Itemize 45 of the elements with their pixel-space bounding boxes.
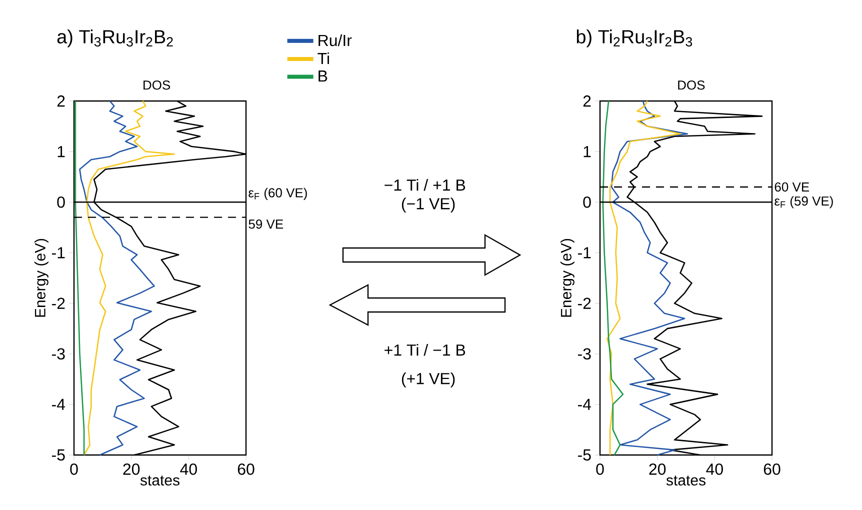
y-axis-title: Energy (eV) <box>560 238 574 317</box>
line-series <box>79 100 155 456</box>
x-tick-label: 60 <box>238 464 254 475</box>
y-tick-label: 1 <box>58 146 65 158</box>
x-tick-label: 20 <box>123 464 140 475</box>
y-tick-label: -4 <box>578 398 592 410</box>
chart-title: b) Ti$_{2}$Ru$_{3}$Ir$_{2}$B$_{3}$ <box>576 30 692 48</box>
y-tick-label: -3 <box>578 348 591 360</box>
x-tick-label: 20 <box>649 464 666 475</box>
x-tick-label: 0 <box>70 464 78 475</box>
chart-subtitle: DOS <box>144 80 170 90</box>
y-tick-label: -1 <box>578 247 591 258</box>
y-tick-label: -2 <box>52 298 65 309</box>
legend-label: Ru/Ir <box>318 34 352 46</box>
x-tick-label: 0 <box>596 464 604 475</box>
y-tick-label: 0 <box>583 196 591 208</box>
chart-title: a) Ti$_{3}$Ru$_{3}$Ir$_{2}$B$_{2}$ <box>57 30 173 48</box>
y-tick-label: 2 <box>583 95 591 107</box>
ref-line-label: ε$_{F}$ (60 VE) <box>248 188 307 200</box>
y-tick-label: 2 <box>57 95 65 107</box>
ref-line-label: 60 VE <box>774 182 810 192</box>
y-tick-label: -2 <box>578 298 591 309</box>
y-tick-label: 1 <box>584 146 591 158</box>
y-tick-label: -3 <box>52 348 65 360</box>
line-series <box>602 100 624 456</box>
y-tick-label: -5 <box>52 449 65 461</box>
ref-line-label: 59 VE <box>248 220 284 229</box>
legend-label: Ti <box>318 52 329 64</box>
x-axis-title: states <box>666 476 706 486</box>
y-tick-label: -4 <box>52 398 66 410</box>
x-tick-label: 40 <box>180 464 197 475</box>
y-axis-title: Energy (eV) <box>34 238 48 317</box>
text: (+1 VE) <box>402 372 455 388</box>
y-tick-label: 0 <box>57 196 65 208</box>
y-tick-label: -5 <box>578 449 591 461</box>
text: (−1 VE) <box>402 198 455 213</box>
chart-subtitle: DOS <box>678 80 705 90</box>
y-tick-label: -1 <box>52 247 65 258</box>
x-tick-label: 60 <box>764 464 780 475</box>
ref-line-label: ε$_{F}$ (59 VE) <box>774 196 833 208</box>
text: −1 Ti / +1 B <box>384 179 466 191</box>
x-axis-title: states <box>140 476 180 486</box>
x-tick-label: 40 <box>706 464 723 475</box>
legend-label: B <box>318 70 328 82</box>
text: +1 Ti / −1 B <box>384 344 466 356</box>
